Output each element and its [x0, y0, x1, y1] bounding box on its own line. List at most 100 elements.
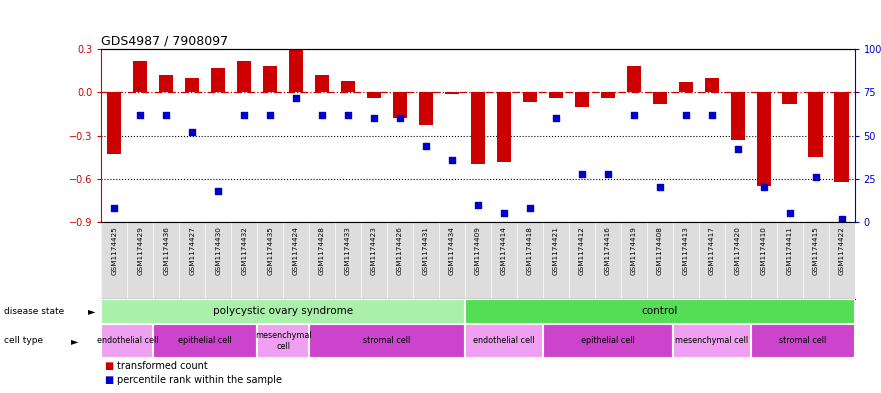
Text: GSM1174423: GSM1174423 — [371, 226, 377, 275]
Bar — [445, 92, 459, 94]
Point — [809, 174, 823, 180]
Point — [107, 205, 122, 211]
Text: GSM1174408: GSM1174408 — [656, 226, 663, 275]
Text: endothelial cell: endothelial cell — [97, 336, 158, 345]
Text: GSM1174421: GSM1174421 — [553, 226, 559, 275]
Text: disease state: disease state — [4, 307, 64, 316]
Bar — [159, 75, 174, 92]
Text: GSM1174422: GSM1174422 — [839, 226, 845, 275]
Text: transformed count: transformed count — [117, 362, 208, 371]
Text: GSM1174426: GSM1174426 — [397, 226, 403, 275]
Point — [159, 112, 174, 118]
Text: polycystic ovary syndrome: polycystic ovary syndrome — [213, 307, 353, 316]
Text: epithelial cell: epithelial cell — [581, 336, 634, 345]
Text: GSM1174425: GSM1174425 — [111, 226, 117, 275]
Point — [626, 112, 640, 118]
Point — [133, 112, 147, 118]
Point — [705, 112, 719, 118]
Text: GSM1174431: GSM1174431 — [423, 226, 429, 275]
Point — [653, 184, 667, 191]
Text: ►: ► — [70, 336, 78, 346]
Text: GSM1174417: GSM1174417 — [708, 226, 714, 275]
Bar — [465, 299, 855, 324]
Text: GSM1174416: GSM1174416 — [605, 226, 611, 275]
Text: GSM1174410: GSM1174410 — [760, 226, 766, 275]
Bar — [101, 299, 465, 324]
Text: GSM1174415: GSM1174415 — [812, 226, 818, 275]
Bar — [543, 324, 673, 358]
Bar — [315, 75, 329, 92]
Bar — [366, 92, 381, 98]
Point — [522, 205, 537, 211]
Bar — [133, 61, 147, 92]
Text: mesenchymal
cell: mesenchymal cell — [255, 331, 312, 351]
Bar — [101, 324, 153, 358]
Point — [470, 202, 485, 208]
Text: control: control — [641, 307, 678, 316]
Point — [237, 112, 251, 118]
Point — [445, 157, 459, 163]
Bar — [757, 92, 771, 186]
Bar — [418, 92, 433, 125]
Point — [315, 112, 329, 118]
Text: cell type: cell type — [4, 336, 43, 345]
Text: mesenchymal cell: mesenchymal cell — [675, 336, 748, 345]
Text: GSM1174430: GSM1174430 — [215, 226, 221, 275]
Text: GSM1174432: GSM1174432 — [241, 226, 248, 275]
Bar — [107, 92, 122, 154]
Text: GSM1174412: GSM1174412 — [579, 226, 585, 275]
Bar — [393, 92, 407, 118]
Text: endothelial cell: endothelial cell — [473, 336, 535, 345]
Text: GSM1174433: GSM1174433 — [345, 226, 351, 275]
Bar — [730, 92, 744, 140]
Text: stromal cell: stromal cell — [363, 336, 411, 345]
Text: stromal cell: stromal cell — [779, 336, 826, 345]
Bar — [751, 324, 855, 358]
Text: GSM1174420: GSM1174420 — [735, 226, 741, 275]
Bar — [263, 66, 278, 92]
Text: GSM1174414: GSM1174414 — [501, 226, 507, 275]
Point — [549, 115, 563, 121]
Bar — [237, 61, 251, 92]
Text: GSM1174436: GSM1174436 — [163, 226, 169, 275]
Bar — [522, 92, 537, 103]
Bar — [257, 324, 309, 358]
Text: percentile rank within the sample: percentile rank within the sample — [117, 375, 282, 385]
Point — [419, 143, 433, 149]
Text: GSM1174409: GSM1174409 — [475, 226, 481, 275]
Bar — [309, 324, 465, 358]
Text: GSM1174419: GSM1174419 — [631, 226, 637, 275]
Point — [211, 188, 226, 194]
Text: GSM1174428: GSM1174428 — [319, 226, 325, 275]
Bar — [782, 92, 796, 104]
Bar — [834, 92, 848, 182]
Bar — [574, 92, 589, 107]
Text: GSM1174411: GSM1174411 — [787, 226, 793, 275]
Bar — [470, 92, 485, 164]
Text: GSM1174435: GSM1174435 — [267, 226, 273, 275]
Text: GDS4987 / 7908097: GDS4987 / 7908097 — [101, 35, 228, 48]
Point — [678, 112, 692, 118]
Text: GSM1174429: GSM1174429 — [137, 226, 144, 275]
Text: ■: ■ — [104, 375, 113, 385]
Bar — [653, 92, 667, 104]
Bar — [549, 92, 563, 98]
Bar — [626, 66, 641, 92]
Point — [263, 112, 278, 118]
Point — [497, 210, 511, 217]
Point — [574, 171, 589, 177]
Point — [601, 171, 615, 177]
Bar — [497, 92, 511, 162]
Bar — [289, 49, 303, 92]
Point — [185, 129, 199, 135]
Bar — [465, 324, 543, 358]
Point — [730, 146, 744, 152]
Bar — [809, 92, 823, 157]
Bar — [601, 92, 615, 98]
Bar — [341, 81, 355, 92]
Text: GSM1174424: GSM1174424 — [293, 226, 300, 275]
Bar — [705, 78, 719, 92]
Point — [834, 215, 848, 222]
Bar — [153, 324, 257, 358]
Text: ■: ■ — [104, 362, 113, 371]
